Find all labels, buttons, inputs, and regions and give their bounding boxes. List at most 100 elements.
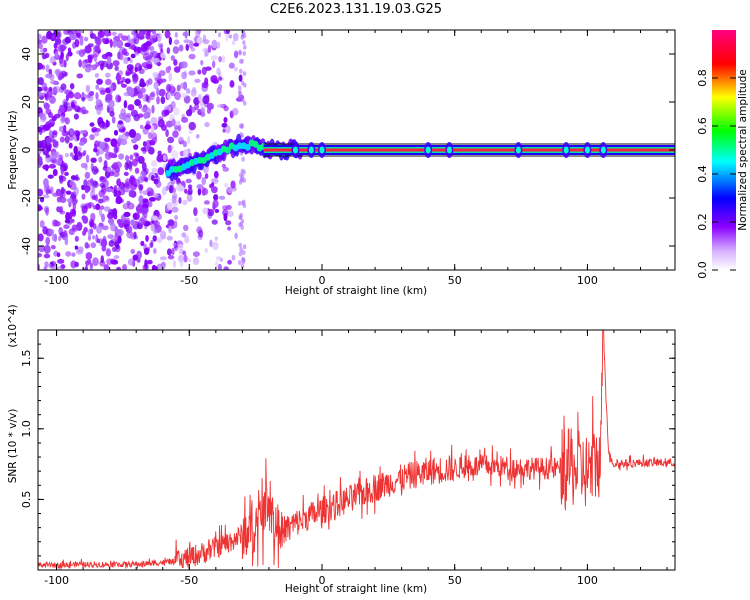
- noise-blob: [167, 144, 172, 154]
- noise-blob: [222, 166, 230, 172]
- noise-blob: [59, 210, 66, 215]
- noise-blob: [47, 142, 52, 148]
- noise-blob: [140, 240, 145, 247]
- noise-blob: [238, 49, 242, 55]
- noise-blob: [63, 124, 67, 133]
- noise-blob: [70, 208, 76, 215]
- noise-blob: [237, 200, 242, 206]
- noise-blob: [192, 257, 200, 266]
- noise-blob: [48, 129, 53, 139]
- noise-blob: [222, 128, 226, 133]
- noise-blob: [141, 61, 149, 69]
- noise-blob: [76, 133, 80, 141]
- colorbar-ticks: 0.0 0.2 0.4 0.6 0.8: [696, 69, 736, 279]
- noise-blob: [63, 101, 68, 109]
- noise-blob: [113, 129, 119, 136]
- noise-blob: [112, 162, 119, 171]
- noise-blob: [182, 140, 187, 148]
- noise-blob: [170, 55, 176, 61]
- noise-blob: [151, 50, 158, 57]
- noise-blob: [131, 158, 138, 167]
- noise-blob: [116, 266, 122, 270]
- noise-blob: [178, 44, 184, 52]
- noise-blob: [48, 228, 55, 235]
- noise-blob: [238, 74, 243, 82]
- noise-blob: [165, 207, 170, 212]
- noise-blob: [167, 255, 175, 260]
- noise-blob: [159, 230, 167, 240]
- noise-blob: [93, 147, 98, 153]
- noise-blob: [50, 244, 56, 250]
- noise-blob: [144, 124, 152, 130]
- noise-blob: [60, 186, 65, 195]
- noise-blob: [44, 93, 48, 99]
- noise-blob: [43, 102, 50, 110]
- noise-blob: [204, 121, 210, 128]
- noise-blob: [106, 104, 110, 114]
- noise-blob: [231, 40, 236, 46]
- noise-blob: [206, 102, 214, 110]
- noise-blob: [80, 106, 87, 115]
- noise-blob: [48, 263, 53, 269]
- noise-blob: [38, 42, 43, 49]
- noise-blob: [211, 219, 218, 225]
- noise-blob: [55, 158, 62, 166]
- tone-bump-core: [563, 146, 569, 154]
- noise-blob: [242, 40, 246, 46]
- noise-blob: [139, 81, 147, 88]
- noise-blob: [216, 86, 222, 95]
- noise-blob: [111, 116, 116, 124]
- noise-blob: [82, 215, 89, 224]
- noise-blob: [84, 45, 92, 54]
- noise-blob: [91, 126, 98, 133]
- noise-blob: [45, 137, 53, 144]
- noise-blob: [73, 145, 78, 155]
- noise-blob: [172, 259, 177, 268]
- noise-blob: [183, 149, 188, 158]
- noise-blob: [73, 113, 79, 120]
- noise-blob: [116, 218, 122, 225]
- noise-blob: [115, 74, 122, 82]
- noise-blob: [203, 51, 208, 58]
- noise-blob: [123, 100, 128, 109]
- noise-blob: [103, 264, 110, 270]
- noise-blob: [172, 107, 180, 116]
- noise-blob: [85, 252, 93, 260]
- noise-blob: [43, 86, 48, 92]
- noise-blob: [175, 120, 181, 126]
- noise-blob: [41, 51, 46, 60]
- noise-blob: [89, 134, 95, 141]
- noise-blob: [100, 238, 108, 248]
- noise-blob: [192, 251, 200, 257]
- spectrogram-xlabel: Height of straight line (km): [285, 285, 427, 297]
- tone-bump-core: [600, 146, 606, 154]
- noise-blob: [240, 168, 245, 174]
- noise-blob: [38, 252, 43, 258]
- noise-blob: [98, 208, 103, 217]
- noise-blob: [106, 166, 112, 173]
- noise-blob: [182, 224, 189, 232]
- noise-blob: [59, 178, 64, 184]
- noise-blob: [54, 38, 62, 45]
- noise-blob: [65, 153, 69, 158]
- noise-blob: [151, 30, 156, 35]
- noise-blob: [59, 136, 65, 143]
- noise-blob: [42, 164, 50, 170]
- noise-blob: [202, 188, 209, 196]
- noise-blob: [240, 263, 245, 269]
- noise-blob: [104, 37, 109, 44]
- noise-blob: [181, 232, 187, 238]
- noise-blob: [158, 88, 166, 97]
- noise-blob: [181, 71, 187, 80]
- noise-blob: [112, 60, 120, 67]
- noise-blob: [38, 39, 43, 44]
- noise-blob: [95, 84, 100, 90]
- noise-blob: [174, 91, 181, 101]
- noise-blob: [240, 80, 245, 86]
- noise-blob: [170, 101, 176, 109]
- noise-blob: [127, 104, 135, 111]
- noise-blob: [94, 72, 100, 78]
- noise-blob: [130, 248, 136, 255]
- noise-blob: [67, 47, 72, 53]
- noise-blob: [99, 205, 105, 210]
